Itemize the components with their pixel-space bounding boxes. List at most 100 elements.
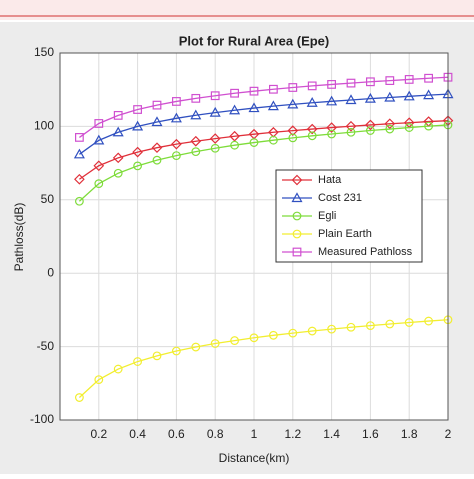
marker xyxy=(170,112,182,123)
marker xyxy=(93,160,105,172)
marker xyxy=(326,95,338,106)
marker xyxy=(291,192,303,203)
marker xyxy=(404,123,414,132)
marker xyxy=(327,80,336,89)
marker xyxy=(209,133,221,144)
marker xyxy=(404,75,414,84)
legend: Hata Cost 231 Egli Plain Earth Measured Path… xyxy=(275,169,423,263)
marker xyxy=(230,140,240,150)
marker xyxy=(171,138,182,150)
marker xyxy=(424,316,434,326)
y-axis-label: Pathloss(dB) xyxy=(12,203,26,272)
marker xyxy=(327,129,337,139)
marker xyxy=(152,100,162,110)
marker xyxy=(345,120,357,132)
marker xyxy=(269,330,278,340)
marker xyxy=(292,211,302,221)
marker xyxy=(210,143,220,153)
y-tick-label: -100 xyxy=(30,412,54,426)
legend-label: Measured Pathloss xyxy=(318,246,413,258)
legend-label: Hata xyxy=(318,174,342,186)
marker xyxy=(307,81,317,91)
marker xyxy=(132,146,143,158)
marker xyxy=(288,83,298,92)
marker xyxy=(94,119,104,128)
marker xyxy=(112,126,124,137)
marker xyxy=(307,326,317,336)
marker xyxy=(423,89,435,100)
marker xyxy=(288,328,298,338)
x-tick-label: 1.8 xyxy=(401,427,418,441)
marker xyxy=(365,119,376,131)
chart-title: Plot for Rural Area (Epe) xyxy=(179,33,329,48)
x-tick-label: 0.2 xyxy=(90,427,107,441)
marker xyxy=(152,155,162,165)
marker xyxy=(287,125,299,137)
marker xyxy=(210,91,220,101)
marker xyxy=(171,151,181,161)
marker xyxy=(230,88,240,98)
marker xyxy=(74,196,84,206)
marker xyxy=(133,161,143,171)
marker xyxy=(191,93,201,103)
marker xyxy=(74,173,85,185)
x-tick-label: 1.2 xyxy=(284,427,301,441)
y-tick-label: 0 xyxy=(47,265,54,279)
marker xyxy=(291,174,303,186)
marker xyxy=(190,135,202,147)
x-tick-label: 0.8 xyxy=(207,427,224,441)
marker xyxy=(384,91,396,102)
marker xyxy=(249,333,259,343)
marker xyxy=(384,118,396,130)
x-axis-label: Distance(km) xyxy=(219,451,290,465)
y-tick-label: -50 xyxy=(37,339,55,353)
marker xyxy=(151,116,163,127)
marker xyxy=(403,90,415,101)
marker xyxy=(269,84,278,94)
marker xyxy=(191,342,201,352)
marker xyxy=(152,351,162,361)
marker xyxy=(73,148,85,159)
x-tick-label: 0.6 xyxy=(168,427,185,441)
x-tick-label: 1 xyxy=(251,427,258,441)
marker xyxy=(132,120,144,131)
marker xyxy=(230,336,240,345)
x-tick-label: 1.4 xyxy=(323,427,340,441)
plot-frame xyxy=(59,52,449,421)
marker xyxy=(364,92,376,103)
marker xyxy=(74,133,84,142)
x-tick-label: 2 xyxy=(445,427,452,441)
marker xyxy=(346,127,356,137)
marker xyxy=(307,131,317,141)
marker xyxy=(306,123,318,135)
marker xyxy=(171,346,181,356)
marker xyxy=(288,133,298,143)
marker xyxy=(292,229,302,239)
marker xyxy=(366,321,375,331)
marker xyxy=(366,77,375,87)
marker xyxy=(133,105,143,114)
marker xyxy=(346,322,356,332)
y-tick-label: 50 xyxy=(41,192,55,206)
marker xyxy=(404,318,414,327)
marker xyxy=(151,142,163,154)
marker xyxy=(267,100,279,111)
marker xyxy=(385,124,395,134)
marker xyxy=(366,126,375,135)
marker xyxy=(327,324,337,334)
marker xyxy=(94,179,104,189)
marker xyxy=(133,357,143,366)
marker xyxy=(113,168,123,178)
marker xyxy=(385,319,395,329)
marker xyxy=(306,97,318,107)
marker xyxy=(210,339,220,348)
marker xyxy=(248,102,260,113)
marker xyxy=(113,110,123,120)
marker xyxy=(190,109,202,120)
marker xyxy=(74,393,84,402)
x-tick-label: 0.4 xyxy=(129,427,146,441)
marker xyxy=(191,147,201,157)
marker xyxy=(292,247,302,257)
